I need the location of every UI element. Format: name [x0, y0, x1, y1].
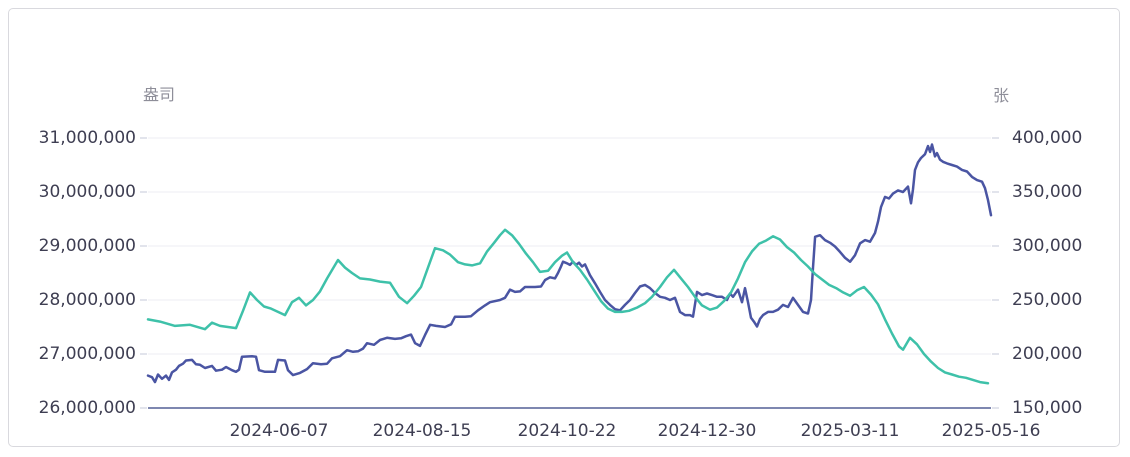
right-axis-unit-label: 张	[993, 86, 1010, 105]
left-axis-unit-label: 盎司	[143, 85, 176, 104]
y-axis-left-tick-label: 31,000,000	[38, 128, 136, 148]
y-axis-right-tick-label: 150,000	[1012, 398, 1083, 418]
y-axis-right-tick-label: 300,000	[1012, 236, 1083, 256]
series-line-spdr[interactable]	[146, 143, 993, 384]
x-axis-tick-label: 2025-05-16	[941, 421, 1041, 441]
y-axis-right-tick-label: 400,000	[1012, 128, 1083, 148]
x-axis-tick-label: 2024-08-15	[372, 421, 472, 441]
y-axis-left-tick-label: 27,000,000	[38, 344, 136, 364]
y-axis-left-tick-label: 29,000,000	[38, 236, 136, 256]
chart-card	[8, 8, 1120, 447]
y-axis-left-tick-label: 26,000,000	[38, 398, 136, 418]
x-axis-tick-label: 2025-03-11	[800, 421, 900, 441]
y-axis-right-tick-label: 250,000	[1012, 290, 1083, 310]
x-axis-tick-label: 2024-10-22	[517, 421, 617, 441]
series-line-comex[interactable]	[146, 228, 990, 385]
y-axis-right-tick-label: 350,000	[1012, 182, 1083, 202]
y-axis-left-tick-label: 30,000,000	[38, 182, 136, 202]
x-axis-tick-label: 2024-12-30	[657, 421, 757, 441]
y-axis-left-tick-label: 28,000,000	[38, 290, 136, 310]
x-axis-tick-label: 2024-06-07	[229, 421, 329, 441]
y-axis-right-tick-label: 200,000	[1012, 344, 1083, 364]
